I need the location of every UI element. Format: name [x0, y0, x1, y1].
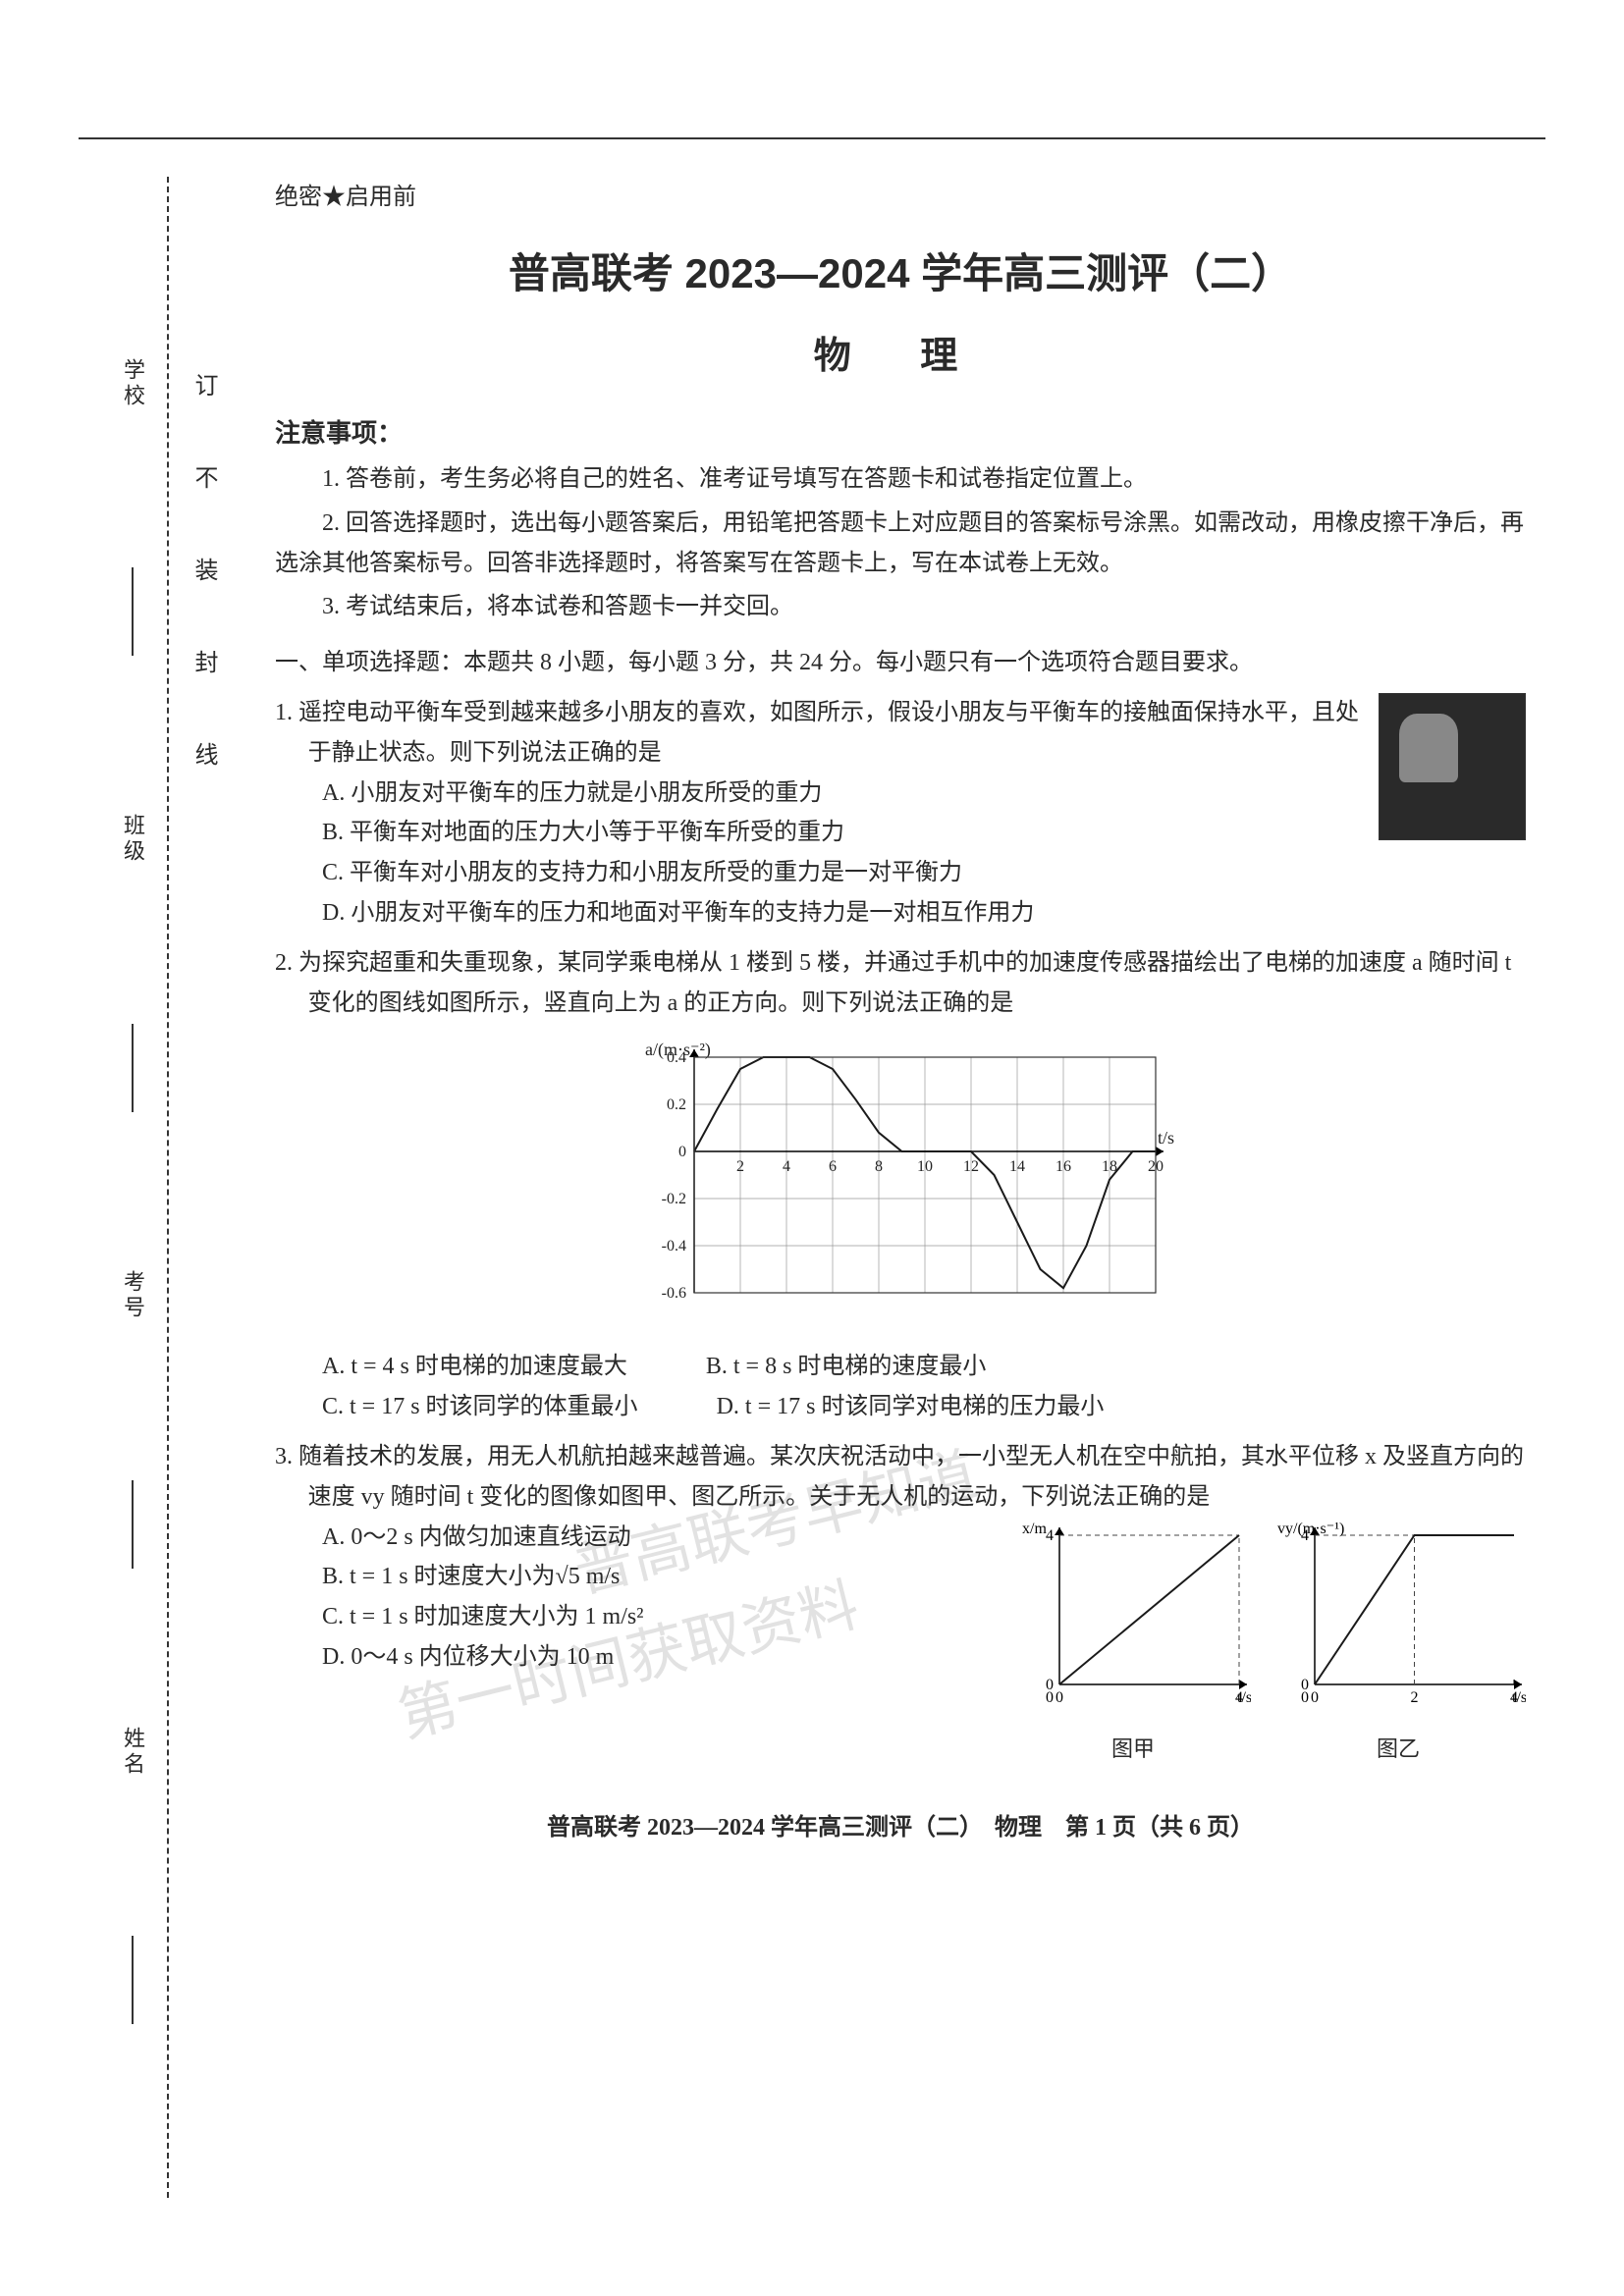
q1-opt-c: C. 平衡车对小朋友的支持力和小朋友所受的重力是一对平衡力: [275, 853, 1359, 893]
q2-chart: 2468101214161820-0.6-0.4-0.200.20.4t/sa/…: [625, 1038, 1175, 1332]
page: 学校 班级 考号 姓名 订 不 装 封 线 绝密★启用前 普高联考 2023—2…: [98, 177, 1526, 2198]
subject-title: 物 理: [275, 325, 1526, 379]
q2-stem: 2. 为探究超重和失重现象，某同学乘电梯从 1 楼到 5 楼，并通过手机中的加速…: [275, 943, 1526, 1024]
svg-text:6: 6: [829, 1158, 837, 1175]
q3-opt-c: C. t = 1 s 时加速度大小为 1 m/s²: [275, 1597, 996, 1637]
notice-1: 1. 答卷前，考生务必将自己的姓名、准考证号填写在答题卡和试卷指定位置上。: [275, 459, 1526, 500]
q3-fig-b-caption: 图乙: [1271, 1731, 1526, 1767]
svg-text:vy/(m·s⁻¹): vy/(m·s⁻¹): [1277, 1521, 1344, 1537]
svg-text:t/s: t/s: [1512, 1689, 1526, 1706]
svg-text:0: 0: [1046, 1689, 1054, 1706]
field-line: [132, 567, 134, 656]
svg-text:t/s: t/s: [1237, 1689, 1251, 1706]
svg-text:t/s: t/s: [1158, 1128, 1174, 1148]
section-1-head: 一、单项选择题：本题共 8 小题，每小题 3 分，共 24 分。每小题只有一个选…: [275, 643, 1526, 683]
page-footer: 普高联考 2023—2024 学年高三测评（二） 物理 第 1 页（共 6 页）: [275, 1807, 1526, 1842]
svg-text:-0.4: -0.4: [662, 1238, 686, 1255]
binding-dash-line: [167, 177, 169, 2198]
q3-opt-a: A. 0～2 s 内做匀加速直线运动: [275, 1518, 996, 1558]
svg-text:12: 12: [963, 1158, 979, 1175]
field-line: [132, 1480, 134, 1569]
svg-text:0: 0: [678, 1144, 686, 1160]
q1-opt-b: B. 平衡车对地面的压力大小等于平衡车所受的重力: [275, 813, 1359, 853]
svg-text:4: 4: [1046, 1527, 1054, 1544]
question-3: 3. 随着技术的发展，用无人机航拍越来越普遍。某次庆祝活动中，一小型无人机在空中…: [275, 1437, 1526, 1768]
svg-text:4: 4: [783, 1158, 790, 1175]
svg-text:14: 14: [1009, 1158, 1025, 1175]
field-line: [132, 1936, 134, 2024]
top-divider: [79, 137, 1545, 139]
svg-text:2: 2: [736, 1158, 744, 1175]
q3-opt-b: B. t = 1 s 时速度大小为√5 m/s: [275, 1557, 996, 1597]
q3-stem: 3. 随着技术的发展，用无人机航拍越来越普遍。某次庆祝活动中，一小型无人机在空中…: [275, 1437, 1526, 1518]
svg-text:0: 0: [1301, 1689, 1309, 1706]
q1-opt-a: A. 小朋友对平衡车的压力就是小朋友所受的重力: [275, 774, 1359, 814]
svg-text:16: 16: [1056, 1158, 1071, 1175]
binding-labels: 学校 班级 考号 姓名: [108, 275, 157, 2100]
q1-stem: 1. 遥控电动平衡车受到越来越多小朋友的喜欢，如图所示，假设小朋友与平衡车的接触…: [275, 693, 1359, 774]
svg-text:0.2: 0.2: [667, 1096, 686, 1113]
q2-opt-b: B. t = 8 s 时电梯的速度最小: [706, 1347, 987, 1387]
q3-figure-a: 0404t/sx/m0: [1015, 1518, 1251, 1714]
field-line: [132, 1024, 134, 1112]
q2-opt-d: D. t = 17 s 时该同学对电梯的压力最小: [717, 1387, 1105, 1427]
q3-figure-b: 02404t/svy/(m·s⁻¹)0: [1271, 1518, 1526, 1714]
exam-title: 普高联考 2023—2024 学年高三测评（二）: [275, 240, 1526, 300]
q1-figure: [1379, 693, 1526, 840]
q3-fig-a-caption: 图甲: [1015, 1731, 1251, 1767]
q2-opt-a: A. t = 4 s 时电梯的加速度最大: [322, 1347, 627, 1387]
question-2: 2. 为探究超重和失重现象，某同学乘电梯从 1 楼到 5 楼，并通过手机中的加速…: [275, 943, 1526, 1427]
q1-opt-d: D. 小朋友对平衡车的压力和地面对平衡车的支持力是一对相互作用力: [275, 893, 1359, 934]
svg-text:-0.2: -0.2: [662, 1191, 686, 1207]
notice-3: 3. 考试结束后，将本试卷和答题卡一并交回。: [275, 587, 1526, 627]
binding-hint: 订 不 装 封 线: [187, 373, 221, 797]
svg-text:0: 0: [1311, 1689, 1319, 1706]
field-name: 姓名: [117, 1719, 148, 1786]
field-school: 学校: [117, 350, 148, 417]
field-examno: 考号: [117, 1262, 148, 1329]
svg-text:10: 10: [917, 1158, 933, 1175]
content-area: 绝密★启用前 普高联考 2023—2024 学年高三测评（二） 物 理 注意事项…: [275, 177, 1526, 1842]
svg-text:-0.6: -0.6: [662, 1285, 686, 1302]
secret-line: 绝密★启用前: [275, 177, 1526, 211]
svg-text:2: 2: [1411, 1689, 1419, 1706]
field-class: 班级: [117, 806, 148, 873]
notice-heading: 注意事项：: [275, 413, 1526, 450]
svg-text:8: 8: [875, 1158, 883, 1175]
q2-opt-c: C. t = 17 s 时该同学的体重最小: [322, 1387, 638, 1427]
q3-opt-d: D. 0～4 s 内位移大小为 10 m: [275, 1637, 996, 1678]
svg-text:0: 0: [1056, 1689, 1063, 1706]
binding-column: 学校 班级 考号 姓名 订 不 装 封 线: [98, 177, 236, 2198]
svg-text:x/m: x/m: [1022, 1521, 1047, 1537]
question-1: 1. 遥控电动平衡车受到越来越多小朋友的喜欢，如图所示，假设小朋友与平衡车的接触…: [275, 693, 1526, 934]
notice-2: 2. 回答选择题时，选出每小题答案后，用铅笔把答题卡上对应题目的答案标号涂黑。如…: [275, 504, 1526, 584]
